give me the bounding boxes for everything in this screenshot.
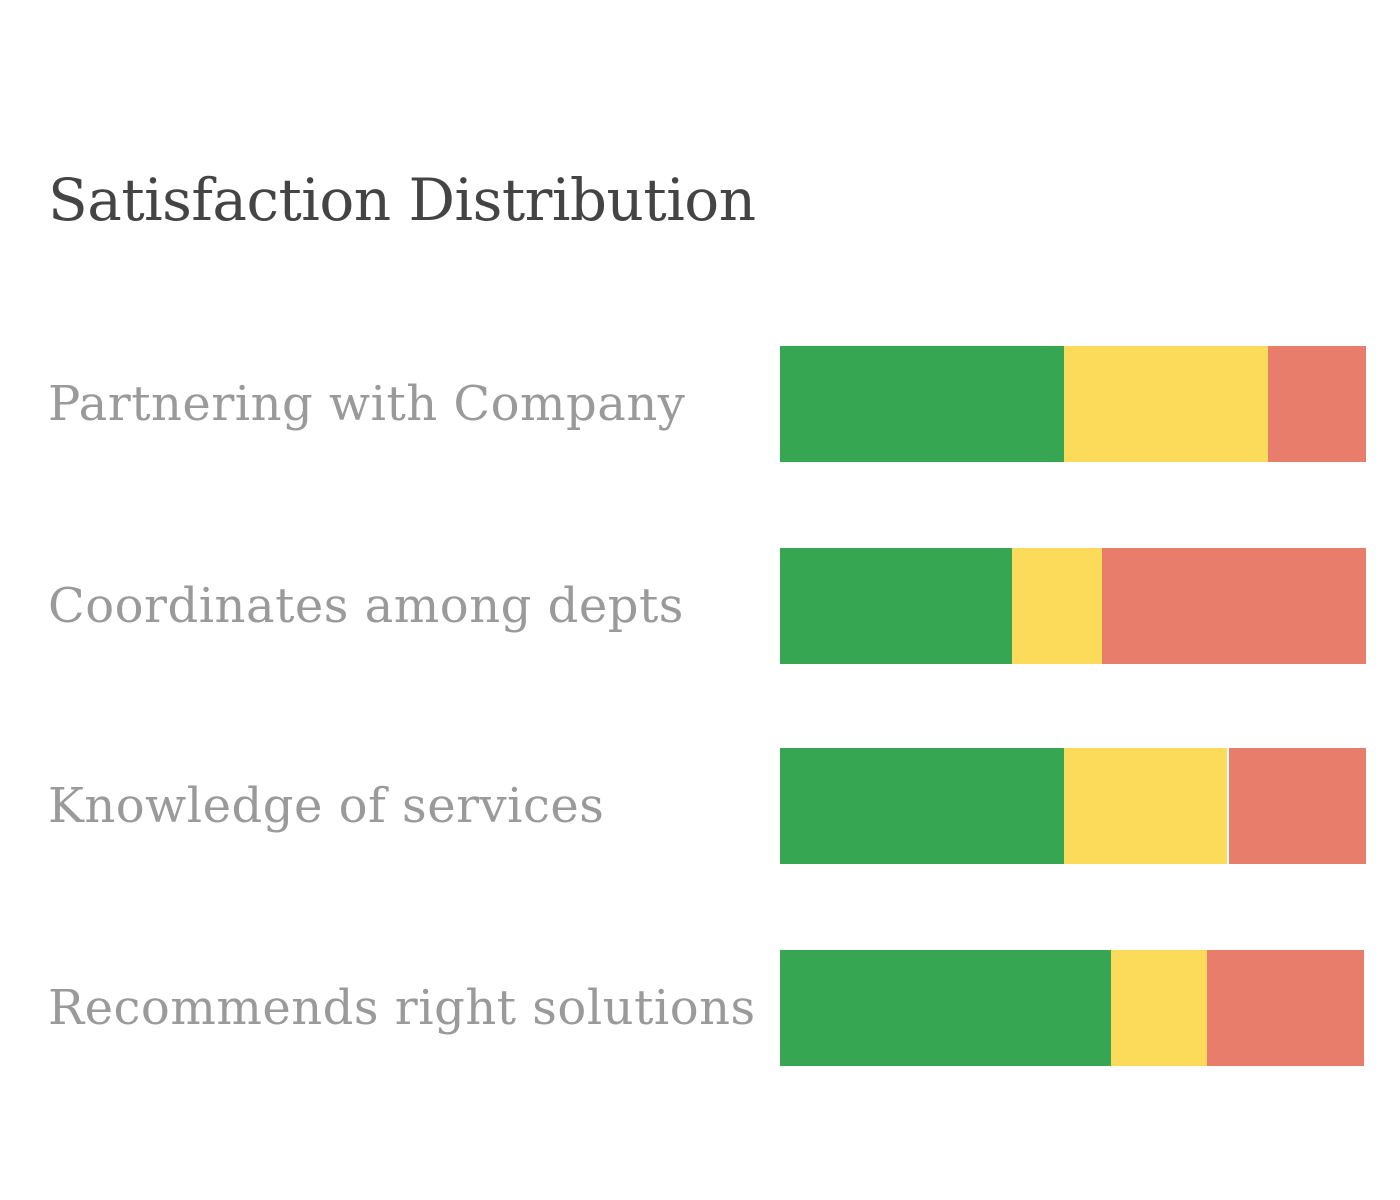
bar-segment-dissatisfied — [1206, 950, 1364, 1066]
stacked-bar — [780, 950, 1364, 1066]
category-label: Coordinates among depts — [48, 578, 684, 634]
bar-row-3: Knowledge of services — [0, 748, 1400, 864]
category-label: Partnering with Company — [48, 376, 686, 432]
bar-row-4: Recommends right solutions — [0, 950, 1400, 1066]
bar-segment-dissatisfied — [1268, 346, 1366, 462]
category-label: Recommends right solutions — [48, 980, 756, 1036]
bar-segment-satisfied — [780, 346, 1065, 462]
stacked-bar — [780, 748, 1366, 864]
bar-segment-dissatisfied — [1102, 548, 1366, 664]
category-label: Knowledge of services — [48, 778, 605, 834]
stacked-bar — [780, 548, 1366, 664]
bar-row-1: Partnering with Company — [0, 346, 1400, 462]
bar-segment-dissatisfied — [1229, 748, 1366, 864]
stacked-bar — [780, 346, 1366, 462]
bar-segment-neutral — [1111, 950, 1207, 1066]
bar-row-2: Coordinates among depts — [0, 548, 1400, 664]
bar-segment-neutral — [1064, 346, 1269, 462]
bar-segment-satisfied — [780, 548, 1013, 664]
bar-segment-neutral — [1012, 548, 1103, 664]
bar-segment-neutral — [1064, 748, 1230, 864]
bar-segment-satisfied — [780, 748, 1065, 864]
chart-title: Satisfaction Distribution — [48, 166, 756, 234]
bar-segment-satisfied — [780, 950, 1112, 1066]
